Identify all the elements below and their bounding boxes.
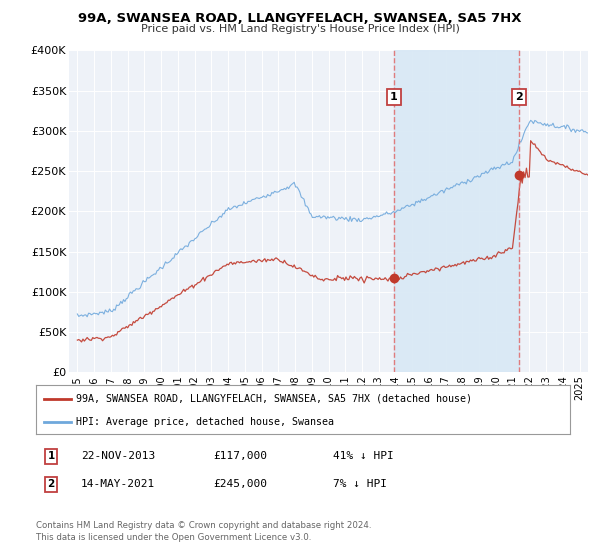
Text: 14-MAY-2021: 14-MAY-2021	[81, 479, 155, 489]
Text: 2: 2	[47, 479, 55, 489]
Text: HPI: Average price, detached house, Swansea: HPI: Average price, detached house, Swan…	[76, 417, 334, 427]
Text: 7% ↓ HPI: 7% ↓ HPI	[333, 479, 387, 489]
Text: 99A, SWANSEA ROAD, LLANGYFELACH, SWANSEA, SA5 7HX (detached house): 99A, SWANSEA ROAD, LLANGYFELACH, SWANSEA…	[76, 394, 472, 404]
Text: Contains HM Land Registry data © Crown copyright and database right 2024.: Contains HM Land Registry data © Crown c…	[36, 521, 371, 530]
Text: 1: 1	[47, 451, 55, 461]
Text: 22-NOV-2013: 22-NOV-2013	[81, 451, 155, 461]
Text: This data is licensed under the Open Government Licence v3.0.: This data is licensed under the Open Gov…	[36, 533, 311, 542]
Text: 99A, SWANSEA ROAD, LLANGYFELACH, SWANSEA, SA5 7HX: 99A, SWANSEA ROAD, LLANGYFELACH, SWANSEA…	[78, 12, 522, 25]
Text: 1: 1	[390, 92, 398, 102]
Text: 2: 2	[515, 92, 523, 102]
Text: 41% ↓ HPI: 41% ↓ HPI	[333, 451, 394, 461]
Text: Price paid vs. HM Land Registry's House Price Index (HPI): Price paid vs. HM Land Registry's House …	[140, 24, 460, 34]
Text: £245,000: £245,000	[213, 479, 267, 489]
Text: £117,000: £117,000	[213, 451, 267, 461]
Bar	[394, 50, 519, 372]
